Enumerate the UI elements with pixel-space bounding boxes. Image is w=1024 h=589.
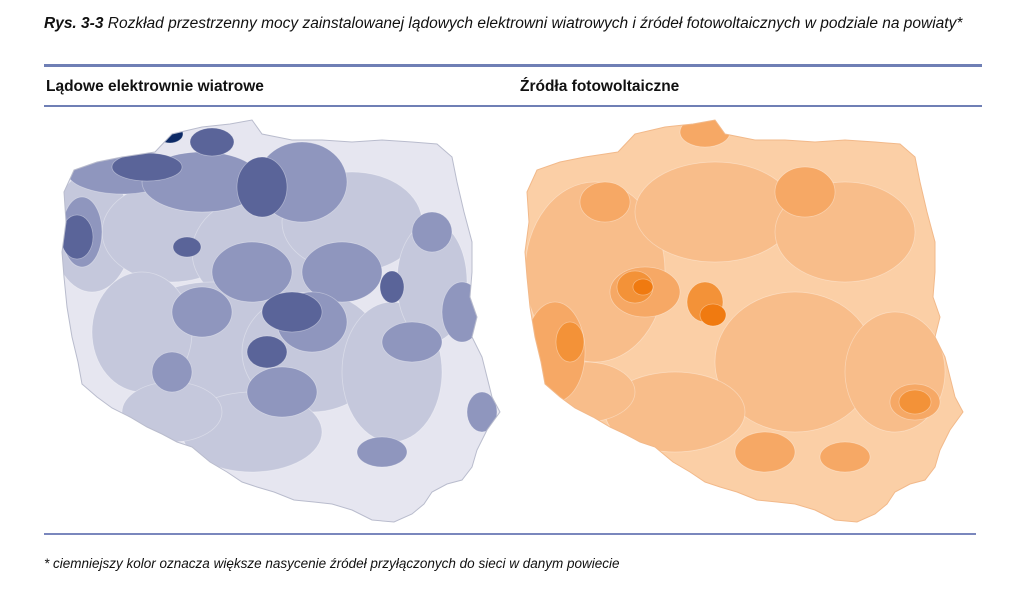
- pv-panel-title: Źródła fotowoltaiczne: [520, 78, 680, 95]
- district-patch: [156, 124, 184, 144]
- district-patch: [62, 214, 94, 260]
- district-patch: [579, 181, 631, 223]
- header-divider: [44, 105, 982, 107]
- district-patch: [634, 161, 796, 263]
- district-patch: [411, 211, 453, 253]
- pv-regions-layer: [525, 120, 946, 473]
- district-patch: [632, 278, 654, 296]
- district-patch: [172, 236, 202, 258]
- district-patch: [441, 281, 483, 343]
- district-patch: [246, 335, 288, 369]
- top-divider: [44, 64, 982, 67]
- figure-caption-text: Rozkład przestrzenny mocy zainstalowanej…: [107, 15, 963, 32]
- district-patch: [734, 431, 796, 473]
- wind-choropleth-map: [61, 119, 501, 523]
- district-patch: [774, 166, 836, 218]
- district-patch: [301, 241, 383, 303]
- wind-panel-title: Lądowe elektrownie wiatrowe: [46, 78, 264, 95]
- map-footnote: * ciemniejszy kolor oznacza większe nasy…: [44, 556, 620, 571]
- district-patch: [189, 127, 235, 157]
- pv-choropleth-map: [524, 119, 964, 523]
- district-patch: [555, 321, 585, 363]
- figure-number: Rys. 3-3: [44, 15, 104, 32]
- district-patch: [898, 389, 932, 415]
- district-patch: [356, 436, 408, 468]
- figure-caption: Rys. 3-3 Rozkład przestrzenny mocy zains…: [44, 14, 989, 34]
- district-patch: [171, 286, 233, 338]
- district-patch: [379, 270, 405, 304]
- bottom-divider: [44, 533, 976, 535]
- district-patch: [699, 303, 727, 327]
- district-patch: [246, 366, 318, 418]
- district-patch: [151, 351, 193, 393]
- district-patch: [211, 241, 293, 303]
- district-patch: [236, 156, 288, 218]
- wind-regions-layer: [62, 124, 498, 473]
- district-patch: [261, 291, 323, 333]
- district-patch: [381, 321, 443, 363]
- district-patch: [819, 441, 871, 473]
- district-patch: [466, 391, 498, 433]
